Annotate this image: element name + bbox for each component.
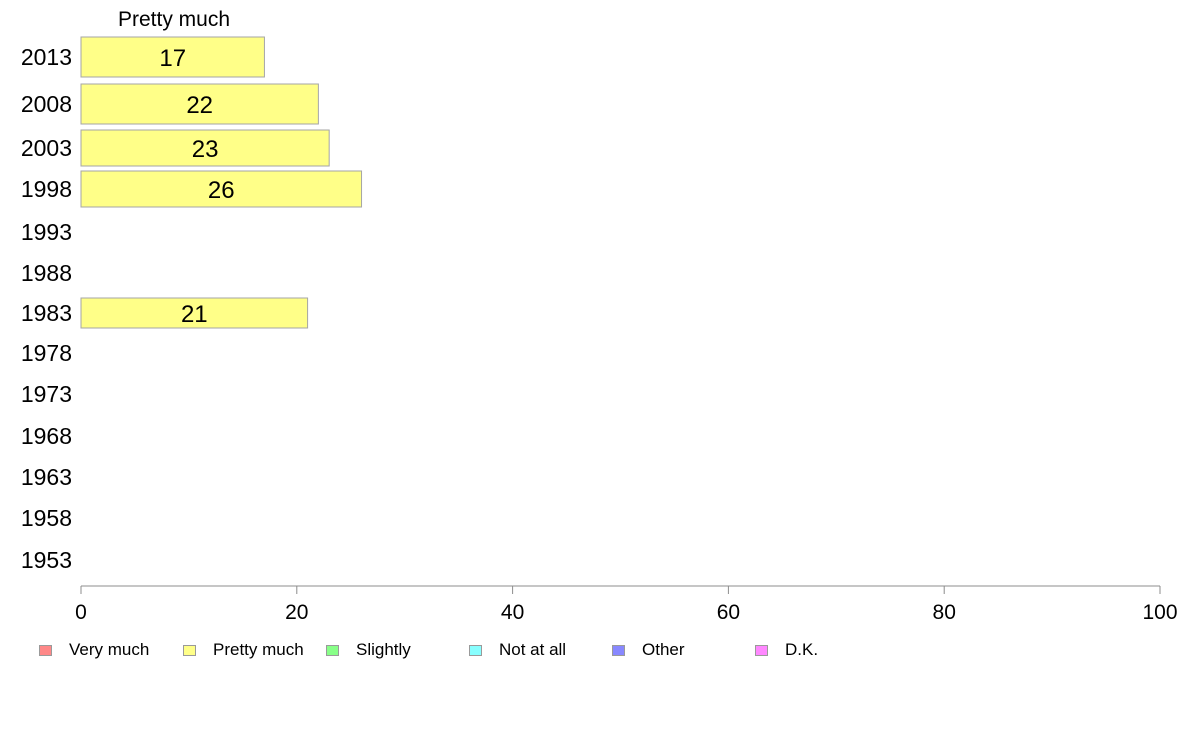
x-tick-label: 100 — [1142, 601, 1177, 624]
y-axis-labels: 2013 2008 2003 1998 1993 1988 1983 1978 1973 1968… — [21, 44, 72, 573]
legend-item: Not at all — [469, 638, 566, 662]
legend-item: Slightly — [326, 638, 411, 662]
legend-item: Other — [612, 638, 685, 662]
year-label: 2013 — [21, 44, 72, 70]
legend-item: Pretty much — [183, 638, 304, 662]
year-label: 1973 — [21, 381, 72, 407]
legend-label: Not at all — [499, 640, 567, 659]
year-label: 1968 — [21, 423, 72, 449]
bar — [80, 170, 363, 208]
year-label: 1993 — [21, 219, 72, 245]
x-tick-label: 80 — [933, 601, 956, 624]
bar — [80, 83, 319, 125]
legend-swatch — [39, 644, 52, 656]
legend-swatch — [183, 644, 196, 656]
year-label: 2003 — [21, 135, 72, 161]
year-label: 1988 — [21, 260, 72, 286]
legend-label: Very much — [69, 640, 150, 659]
bar-value-label: 21 — [181, 301, 208, 328]
year-label: 1998 — [21, 176, 72, 202]
legend-item: D.K. — [755, 638, 818, 662]
bar-value-label: 22 — [186, 92, 213, 119]
bar-value-label: 23 — [192, 136, 219, 163]
bar-value-label: 26 — [208, 177, 235, 204]
bar — [80, 297, 309, 329]
legend-label: Slightly — [356, 640, 411, 659]
legend: Very much Pretty much Slightly Not at all Ot… — [0, 638, 1188, 662]
year-label: 1983 — [21, 300, 72, 326]
x-tick-label: 20 — [285, 601, 308, 624]
year-label: 2008 — [21, 91, 72, 117]
legend-label: Pretty much — [213, 640, 304, 659]
x-axis: 0 20 40 60 80 100 — [75, 585, 1178, 624]
legend-swatch — [469, 644, 482, 656]
panel-title: Pretty much — [118, 8, 230, 31]
year-label: 1953 — [21, 547, 72, 573]
legend-swatch — [755, 644, 768, 656]
x-tick-label: 0 — [75, 601, 87, 624]
legend-swatch — [612, 644, 625, 656]
legend-item: Very much — [39, 638, 149, 662]
legend-swatch — [326, 644, 339, 656]
legend-label: Other — [642, 640, 685, 659]
year-label: 1978 — [21, 340, 72, 366]
x-tick-label: 40 — [501, 601, 524, 624]
bar — [80, 129, 330, 167]
bar-value-label: 17 — [159, 45, 186, 72]
x-tick-label: 60 — [717, 601, 740, 624]
legend-label: D.K. — [785, 640, 819, 659]
year-label: 1958 — [21, 505, 72, 531]
bar — [80, 36, 265, 78]
year-label: 1963 — [21, 464, 72, 490]
